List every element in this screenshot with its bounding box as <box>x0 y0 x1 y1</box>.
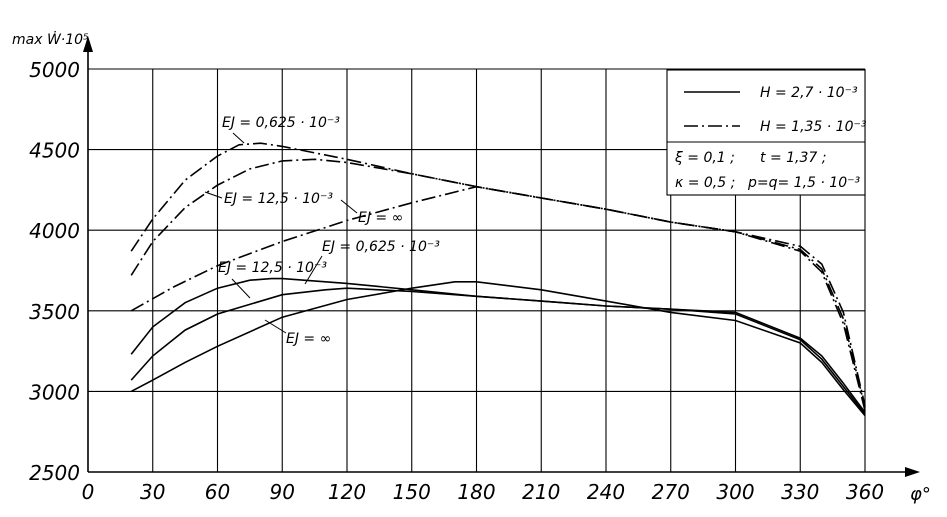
annotation-leader <box>304 255 323 285</box>
x-tick-label: 60 <box>205 480 230 504</box>
x-tick-label: 360 <box>846 480 884 504</box>
annotation-solid-ej-125: EJ = 12,5 · 10⁻³ <box>218 260 327 276</box>
annotation-dashdot-ej-125: EJ = 12,5 · 10⁻³ <box>224 191 333 207</box>
x-tick-label: 330 <box>781 480 819 504</box>
series-line-dashdot-1 <box>130 142 866 411</box>
y-tick-label: 3000 <box>29 380 80 404</box>
annotation-dashdot-ej-0625: EJ = 0,625 · 10⁻³ <box>222 115 340 131</box>
x-axis-arrow <box>905 467 920 477</box>
series-line-dashdot-2 <box>130 158 866 408</box>
annotation-solid-ej-inf: EJ = ∞ <box>286 331 331 347</box>
x-tick-labels: 0 30 60 90 120 150 180 210 240 270 300 330 360 <box>82 480 884 504</box>
annotation-leader <box>232 132 245 144</box>
legend-param-kappa: κ = 0,5 ; <box>675 175 735 191</box>
x-tick-label: 150 <box>393 480 431 504</box>
x-tick-label: 300 <box>716 480 754 504</box>
x-tick-label: 180 <box>457 480 495 504</box>
x-tick-label: 0 <box>82 480 95 504</box>
series-line-solid-6 <box>130 281 866 417</box>
y-tick-label: 3500 <box>29 300 80 324</box>
annotations: EJ = 0,625 · 10⁻³ EJ = 12,5 · 10⁻³ EJ = … <box>204 115 440 347</box>
x-tick-label: 270 <box>652 480 690 504</box>
y-axis-arrow <box>83 36 93 52</box>
annotation-leader <box>340 199 358 214</box>
annotation-leader <box>204 191 223 199</box>
x-tick-label: 30 <box>140 480 165 504</box>
axes <box>83 36 920 477</box>
legend-param-pq: p=q= 1,5 · 10⁻³ <box>747 175 861 191</box>
y-tick-label: 5000 <box>29 58 80 82</box>
legend-param-t: t = 1,37 ; <box>760 150 826 166</box>
legend-param-xi: ξ = 0,1 ; <box>674 150 735 166</box>
x-tick-label: 240 <box>587 480 625 504</box>
y-tick-label: 4000 <box>29 219 80 243</box>
legend-solid-label: H = 2,7 · 10⁻³ <box>760 85 858 101</box>
series-curves <box>130 142 866 417</box>
legend-box <box>666 69 866 196</box>
legend-dashdot-label: H = 1,35 · 10⁻³ <box>760 119 867 135</box>
x-tick-label: 210 <box>522 480 560 504</box>
y-tick-labels: 2500 3000 3500 4000 4500 5000 <box>29 58 80 485</box>
series-line-dashdot-3 <box>130 185 866 407</box>
annotation-leader <box>231 278 251 299</box>
legend: H = 2,7 · 10⁻³ H = 1,35 · 10⁻³ ξ = 0,1 ;… <box>666 69 867 196</box>
x-tick-label: 90 <box>270 480 295 504</box>
series-line-solid-4 <box>130 277 866 413</box>
y-axis-title: max Ẇ·10⁵ <box>12 30 89 48</box>
series-line-solid-5 <box>130 287 866 415</box>
annotation-leader <box>264 319 287 334</box>
y-tick-label: 4500 <box>29 139 80 163</box>
annotation-dashdot-ej-inf: EJ = ∞ <box>358 210 403 226</box>
y-tick-label: 2500 <box>29 461 80 485</box>
x-axis-title: φ° <box>910 484 931 505</box>
x-tick-label: 120 <box>328 480 366 504</box>
annotation-solid-ej-0625: EJ = 0,625 · 10⁻³ <box>322 239 440 255</box>
